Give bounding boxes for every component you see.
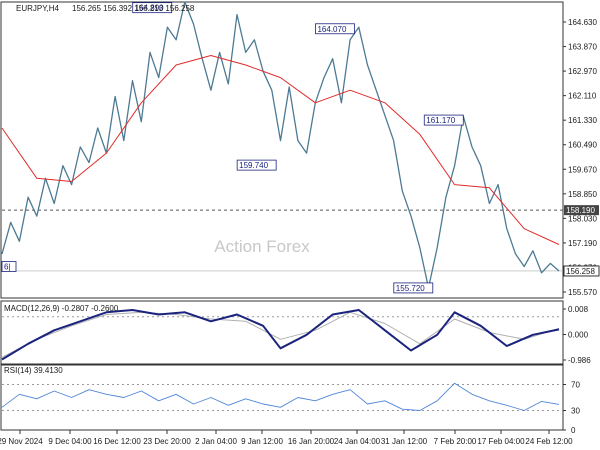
x-tick-label: 17 Feb 04:00 (477, 437, 525, 446)
price-axis-tick-label: 157.190 (568, 239, 597, 248)
rsi-tick-label: 70 (571, 381, 580, 390)
macd-title: MACD(12,26,9) -0.2807 -0.2600 (4, 304, 119, 313)
panel-frame-0 (0, 1, 564, 299)
panel-frame-1 (0, 300, 564, 365)
current-price-tag (563, 265, 600, 277)
price-panel: 164.630 163.870 162.970 162.110 161.330 160.4… (1, 1, 600, 297)
price-label-2: 164.070 (317, 25, 346, 34)
price-label-box-0 (132, 2, 173, 14)
x-tick-label: 16 Dec 12:00 (93, 437, 141, 446)
rsi-panel: 70 30 0 (1, 381, 580, 435)
macd-signal-line (1, 311, 560, 358)
support-line-label: 158.190 (566, 206, 595, 215)
price-label-box-4 (393, 282, 434, 294)
price-series-line (1, 1, 560, 289)
x-tick-label: 9 Jan 12:00 (241, 437, 283, 446)
price-axis-tick-label: 158.030 (568, 214, 597, 223)
rsi-tick-label: 0 (571, 426, 576, 435)
price-label-box-5 (1, 261, 17, 272)
price-axis-tick-label: 155.570 (568, 288, 597, 297)
x-tick-label: 29 Nov 2024 (0, 437, 43, 446)
x-tick-label: 23 Dec 20:00 (143, 437, 191, 446)
price-axis-tick-label: 159.670 (568, 165, 597, 174)
price-axis-tick-label: 161.330 (568, 116, 597, 125)
x-tick-label: 24 Jan 04:00 (334, 437, 381, 446)
x-tick-label: 31 Jan 12:00 (381, 437, 428, 446)
macd-line (1, 309, 560, 361)
price-label-box-2 (315, 23, 355, 35)
watermark: Action Forex (214, 237, 310, 256)
macd-axis-tick-label: -0.986 (568, 356, 591, 365)
price-axis-tick-label: 158.850 (568, 190, 597, 199)
chart-header-ohlc: 156.265 156.392 156.213 156.258 (72, 4, 195, 13)
price-label-box-1 (236, 159, 277, 171)
macd-axis-tick-label: 0.008 (568, 305, 589, 314)
price-axis-tick-label: 164.630 (568, 18, 597, 27)
price-axis-tick-label: 160.490 (568, 141, 597, 150)
x-tick-label: 2 Jan 04:00 (195, 437, 237, 446)
rsi-line (1, 382, 560, 411)
price-axis-tick-label: 162.110 (568, 92, 597, 101)
price-label-5: 6| (4, 263, 11, 272)
price-label-0: 164.890 (135, 4, 164, 13)
x-tick-label: 7 Feb 20:00 (434, 437, 477, 446)
x-tick-label: 9 Dec 04:00 (48, 437, 92, 446)
price-axis-tick-label: 163.870 (568, 43, 597, 52)
rsi-tick-label: 30 (571, 407, 580, 416)
panel-frames (0, 1, 564, 431)
support-line-tag (564, 205, 599, 216)
x-axis: 29 Nov 2024 9 Dec 04:00 16 Dec 12:00 23 Dec… (0, 430, 573, 446)
price-label-1: 159.740 (239, 161, 268, 170)
price-label-box-3 (423, 114, 464, 126)
x-tick-label: 24 Feb 12:00 (525, 437, 573, 446)
macd-axis-tick-label: 0.000 (568, 331, 589, 340)
price-axis-tick-label: 162.970 (568, 67, 597, 76)
panel-frame-2 (0, 364, 564, 431)
moving-average-line (1, 55, 560, 245)
price-label-4: 155.720 (396, 284, 425, 293)
current-price-label: 156.258 (566, 267, 595, 276)
chart-header-symbol: EURJPY,H4 (16, 4, 60, 13)
rsi-title: RSI(14) 39.4130 (4, 366, 63, 375)
macd-panel: 0.008 0.000 -0.986 (1, 305, 591, 365)
price-label-3: 161.170 (426, 116, 455, 125)
x-tick-label: 16 Jan 20:00 (288, 437, 335, 446)
